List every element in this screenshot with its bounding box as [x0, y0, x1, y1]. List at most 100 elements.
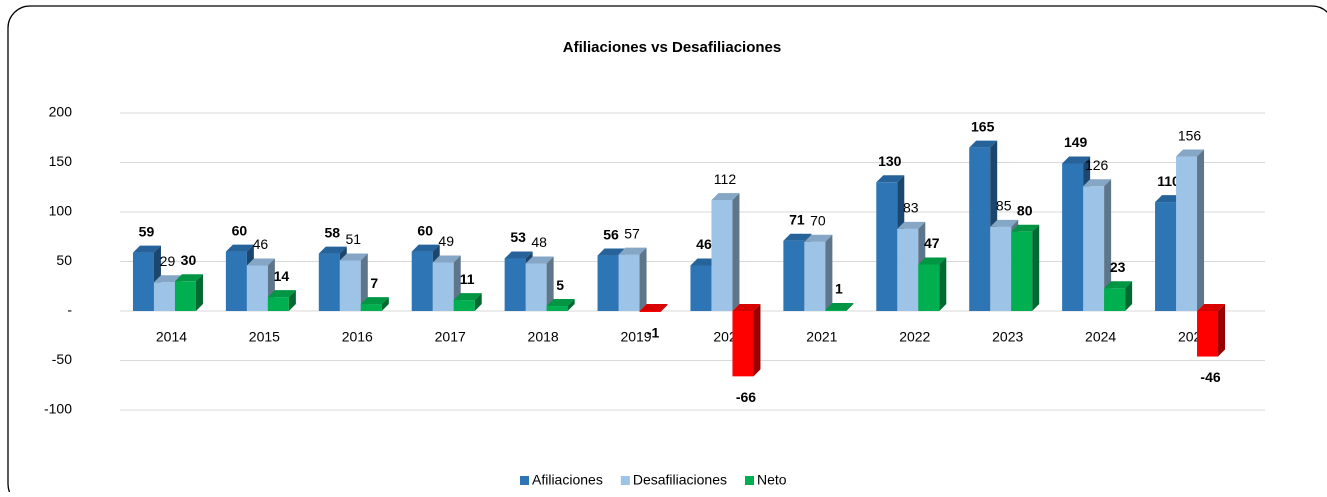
bar-front — [639, 311, 661, 312]
bar-top — [969, 140, 998, 148]
bar-front — [804, 241, 826, 311]
data-label: 23 — [1110, 259, 1126, 275]
data-label: 14 — [274, 268, 290, 284]
legend-swatch — [620, 476, 630, 485]
bar-front — [969, 147, 991, 311]
bar-top — [153, 275, 182, 283]
bar-side — [360, 253, 368, 311]
data-label: 165 — [971, 118, 995, 134]
y-tick-label: 150 — [49, 153, 73, 169]
bar-side — [474, 293, 482, 311]
bar-front — [1155, 202, 1177, 311]
bar — [1197, 304, 1226, 357]
bar-front — [339, 260, 361, 311]
bar-top — [639, 304, 668, 311]
bar-front — [783, 240, 805, 311]
y-tick-label: -50 — [52, 351, 72, 367]
bar-front — [267, 297, 289, 311]
bar-top — [246, 258, 275, 266]
y-tick-label: - — [67, 302, 72, 318]
bar-front — [504, 258, 526, 311]
bar — [432, 255, 461, 311]
x-tick-label: 2019 — [620, 329, 651, 345]
bar-front — [1062, 163, 1084, 311]
bar-front — [432, 262, 454, 311]
bar-side — [846, 303, 854, 311]
data-label: 156 — [1178, 127, 1202, 143]
data-label: 1 — [835, 281, 843, 297]
data-label: 46 — [253, 236, 269, 252]
bar-top — [732, 304, 761, 311]
data-label: 83 — [903, 200, 919, 216]
bar — [918, 257, 947, 311]
bar-side — [639, 247, 647, 311]
bar-front — [897, 228, 919, 311]
bar-top — [546, 299, 575, 307]
data-label: 59 — [139, 223, 155, 239]
bar-top — [618, 247, 647, 255]
legend-swatch — [745, 476, 754, 485]
data-label: 56 — [603, 226, 619, 242]
bar-top — [783, 233, 812, 241]
bar-front — [225, 251, 247, 311]
data-label: 71 — [789, 211, 805, 227]
x-tick-label: 2023 — [992, 329, 1023, 345]
bar-top — [1062, 156, 1091, 164]
data-label: 48 — [531, 234, 547, 250]
bar-side — [288, 290, 296, 311]
y-tick-label: -100 — [44, 401, 72, 417]
bar-front — [525, 263, 547, 311]
bar-top — [1083, 179, 1112, 187]
bar-front — [690, 265, 712, 311]
bar — [639, 304, 668, 312]
bar-top — [360, 297, 389, 305]
bar-top — [432, 255, 461, 263]
data-label: -1 — [647, 325, 660, 341]
bar-side — [381, 297, 389, 311]
bar-top — [411, 244, 440, 252]
bar — [732, 304, 761, 377]
data-label: 29 — [160, 253, 176, 269]
bar-top — [1176, 149, 1205, 157]
y-tick-label: 200 — [49, 104, 73, 120]
bar — [339, 253, 368, 311]
bar — [1104, 281, 1133, 311]
bar-front — [360, 304, 382, 311]
bar-top — [318, 246, 347, 254]
legend-label: Afiliaciones — [532, 472, 603, 488]
bar — [360, 297, 389, 311]
bar-front — [990, 226, 1012, 311]
bar — [1011, 224, 1040, 311]
bar-top — [132, 245, 161, 253]
data-label: 53 — [510, 229, 526, 245]
bar-front — [546, 306, 568, 311]
x-tick-label: 2022 — [899, 329, 930, 345]
y-tick-label: 50 — [56, 252, 72, 268]
bar — [525, 256, 554, 311]
data-label: 7 — [370, 275, 378, 291]
bar — [711, 193, 740, 311]
bar-top — [453, 293, 482, 301]
bar-side — [939, 257, 947, 311]
bar-side — [660, 304, 668, 312]
bar-front — [732, 311, 754, 377]
bar — [1083, 179, 1112, 311]
data-label: 51 — [346, 231, 362, 247]
data-label: 57 — [624, 225, 640, 241]
data-label: 30 — [181, 252, 197, 268]
x-tick-label: 2014 — [156, 329, 187, 345]
bar-front — [618, 254, 640, 311]
bar-top — [897, 221, 926, 229]
data-label: 70 — [810, 212, 826, 228]
x-tick-label: 2018 — [528, 329, 559, 345]
bar-front — [246, 265, 268, 311]
bar-top — [1104, 281, 1133, 289]
legend-label: Desafiliaciones — [633, 472, 727, 488]
data-label: 11 — [460, 271, 475, 287]
data-label: 110 — [1157, 173, 1180, 189]
bar — [804, 234, 833, 311]
bar-top — [174, 274, 203, 282]
data-label: 47 — [924, 235, 940, 251]
chart-border — [7, 5, 1327, 497]
